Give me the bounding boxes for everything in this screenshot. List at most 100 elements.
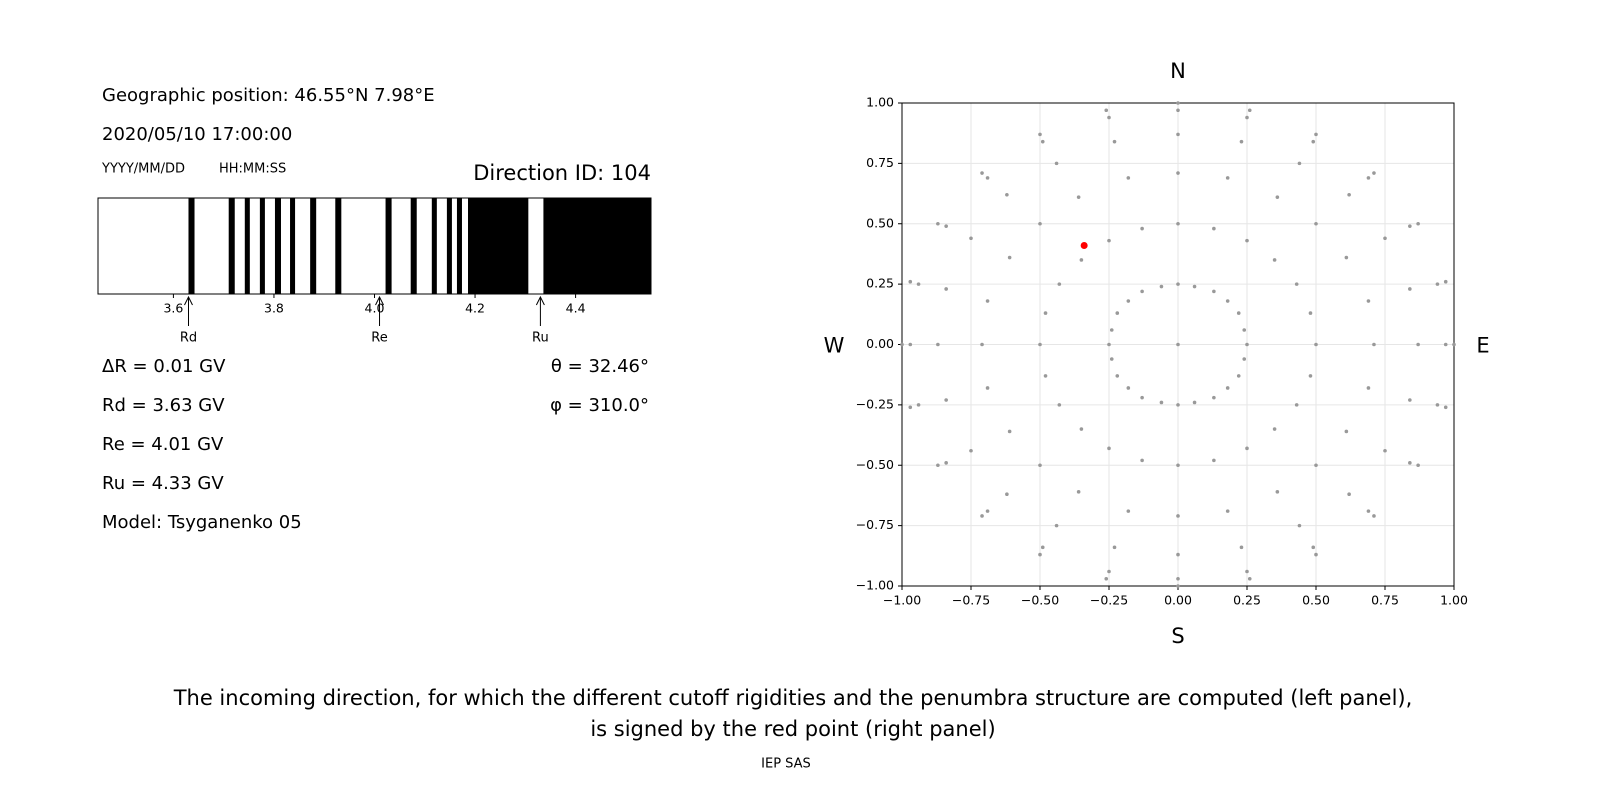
y-tick-label: 0.75 bbox=[866, 155, 894, 170]
forbidden-band bbox=[385, 198, 392, 294]
y-tick-label: 0.00 bbox=[866, 336, 894, 351]
caption: is signed by the red point (right panel) bbox=[590, 717, 995, 741]
direction-point bbox=[1076, 490, 1081, 494]
direction-point bbox=[1272, 258, 1277, 262]
direction-point bbox=[1212, 289, 1216, 294]
direction-point bbox=[1408, 398, 1412, 402]
direction-point bbox=[1347, 492, 1351, 497]
chart-title: Direction ID: 104 bbox=[473, 161, 651, 185]
direction-point bbox=[1408, 461, 1412, 465]
direction-point bbox=[1212, 226, 1216, 231]
direction-point bbox=[1247, 576, 1252, 581]
direction-point bbox=[1038, 552, 1042, 557]
x-tick-label: 0.50 bbox=[1302, 593, 1330, 608]
direction-point bbox=[1416, 463, 1420, 468]
direction-point bbox=[1297, 523, 1302, 528]
direction-point bbox=[1107, 238, 1111, 243]
direction-point bbox=[1443, 342, 1448, 347]
direction-point bbox=[1212, 395, 1216, 400]
forbidden-band bbox=[543, 198, 651, 294]
y-tick-label: −1.00 bbox=[856, 578, 894, 593]
direction-point bbox=[1372, 171, 1376, 175]
forbidden-band bbox=[244, 198, 250, 294]
compass-label: W bbox=[824, 334, 845, 358]
y-tick-label: −0.25 bbox=[856, 396, 894, 411]
direction-point bbox=[985, 176, 990, 180]
forbidden-band bbox=[228, 198, 235, 294]
direction-point bbox=[1435, 282, 1440, 286]
direction-point bbox=[1366, 509, 1371, 513]
direction-point bbox=[1294, 282, 1299, 286]
direction-point bbox=[1408, 287, 1412, 291]
direction-point bbox=[944, 398, 948, 402]
x-tick-label: 1.00 bbox=[1440, 593, 1468, 608]
direction-point bbox=[969, 448, 973, 453]
direction-point bbox=[1007, 429, 1012, 434]
selected-direction bbox=[1080, 241, 1088, 249]
x-tick-label: 0.75 bbox=[1371, 593, 1399, 608]
direction-point bbox=[1225, 299, 1230, 303]
direction-point bbox=[1107, 115, 1111, 120]
direction-point bbox=[1112, 545, 1117, 550]
direction-point bbox=[969, 236, 973, 241]
position: Geographic position: 46.55°N 7.98°E bbox=[102, 85, 435, 106]
direction-point bbox=[1314, 342, 1318, 347]
direction-point bbox=[1038, 132, 1042, 137]
direction-point bbox=[1159, 284, 1164, 289]
direction-point bbox=[900, 342, 904, 347]
direction-point bbox=[1372, 342, 1376, 347]
direction-point bbox=[1038, 221, 1042, 226]
direction-point bbox=[1126, 386, 1131, 390]
direction-point bbox=[1435, 403, 1440, 407]
direction-point bbox=[1076, 195, 1081, 199]
forbidden-band bbox=[468, 198, 529, 294]
direction-point bbox=[1176, 342, 1180, 347]
forbidden-band bbox=[188, 198, 195, 294]
direction-point bbox=[1314, 132, 1318, 137]
direction-point bbox=[1416, 342, 1420, 347]
direction-point bbox=[1272, 427, 1277, 431]
direction-point bbox=[1372, 514, 1376, 518]
direction-point bbox=[1443, 405, 1448, 410]
direction-point bbox=[1104, 108, 1109, 113]
forbidden-band bbox=[410, 198, 417, 294]
direction-point bbox=[908, 342, 913, 347]
ru: Ru = 4.33 GV bbox=[102, 473, 224, 494]
direction-point bbox=[1005, 492, 1009, 497]
direction-point bbox=[1140, 458, 1144, 463]
forbidden-band bbox=[446, 198, 452, 294]
y-tick-label: 0.25 bbox=[866, 276, 894, 291]
direction-point bbox=[1005, 192, 1009, 197]
direction-point bbox=[1115, 374, 1120, 378]
direction-point bbox=[1040, 139, 1045, 144]
x-tick-label: 4.2 bbox=[465, 301, 485, 316]
direction-point bbox=[1140, 395, 1144, 400]
model: Model: Tsyganenko 05 bbox=[102, 512, 302, 533]
direction-point bbox=[1126, 509, 1131, 513]
direction-point bbox=[1344, 429, 1349, 434]
direction-point bbox=[1126, 176, 1131, 180]
direction-point bbox=[944, 287, 948, 291]
direction-point bbox=[1383, 236, 1387, 241]
direction-point bbox=[936, 342, 940, 347]
direction-point bbox=[1176, 101, 1180, 105]
delta-r: ΔR = 0.01 GV bbox=[102, 356, 226, 377]
direction-point bbox=[1242, 357, 1247, 361]
direction-point bbox=[1247, 108, 1252, 113]
x-tick-label: 4.0 bbox=[365, 301, 385, 316]
direction-point bbox=[1416, 221, 1420, 226]
direction-point bbox=[908, 405, 913, 410]
direction-point bbox=[1314, 463, 1318, 468]
direction-point bbox=[1408, 224, 1412, 228]
y-tick-label: 1.00 bbox=[866, 95, 894, 110]
direction-point bbox=[1245, 238, 1249, 243]
arrow-head bbox=[375, 295, 384, 306]
direction-point bbox=[1079, 258, 1084, 262]
forbidden-band bbox=[290, 198, 296, 294]
datetime: 2020/05/10 17:00:00 bbox=[102, 124, 292, 145]
direction-point bbox=[1176, 282, 1180, 286]
direction-point bbox=[1308, 311, 1313, 315]
direction-point bbox=[1383, 448, 1387, 453]
direction-point bbox=[1314, 552, 1318, 557]
